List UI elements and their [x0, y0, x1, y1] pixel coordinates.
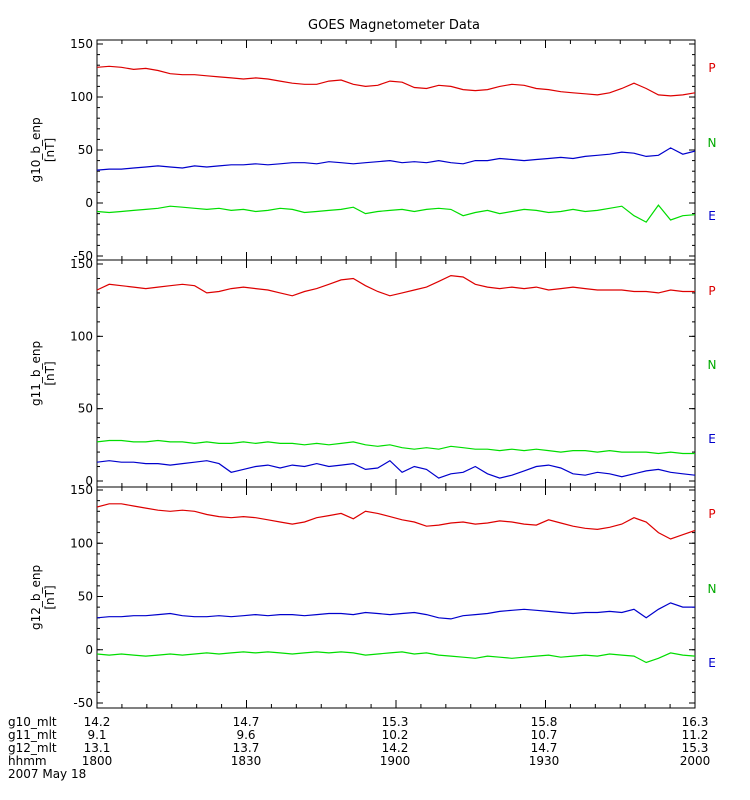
footer-row-label: g10_mlt	[8, 715, 57, 729]
ytick-label: 50	[78, 590, 93, 604]
footer-cell: 14.2	[83, 715, 111, 729]
panel-1-yunits: [nT]	[43, 138, 57, 162]
panel-3-frame	[96, 486, 696, 709]
ytick-label: 100	[70, 329, 93, 343]
panel-3-yunits: [nT]	[43, 585, 57, 609]
ytick-label: 150	[70, 257, 93, 271]
footer-cell: 9.1	[87, 728, 107, 742]
ytick-label: 50	[78, 143, 93, 157]
series-label-p: P	[708, 61, 715, 75]
footer-cell: 11.2	[681, 728, 709, 742]
ytick-label: 0	[85, 474, 93, 488]
footer-cell: 14.2	[381, 741, 409, 755]
footer-cell: 1830	[230, 754, 262, 768]
footer-row-label: g12_mlt	[8, 741, 57, 755]
ytick-label: -50	[73, 696, 93, 710]
series-line-n	[97, 602, 695, 620]
series-label-e: E	[708, 656, 716, 670]
ytick-label: 50	[78, 402, 93, 416]
series-label-p: P	[708, 507, 715, 521]
series-label-n: N	[708, 136, 717, 150]
footer-cell: 15.3	[681, 741, 709, 755]
footer-cell: 15.3	[381, 715, 409, 729]
series-line-p	[97, 274, 695, 297]
series-label-n: N	[708, 358, 717, 372]
panel-2-ylabel: g11_b_enp	[29, 341, 43, 406]
ytick-label: 150	[70, 483, 93, 497]
footer-cell: 15.8	[530, 715, 558, 729]
footer-cell: 1800	[81, 754, 113, 768]
series-label-e: E	[708, 432, 716, 446]
footer-cell: 10.2	[381, 728, 409, 742]
series-line-e	[97, 204, 695, 223]
footer-row-label: g11_mlt	[8, 728, 57, 742]
series-line-p	[97, 503, 695, 540]
ytick-label: 150	[70, 37, 93, 51]
footer-cell: 16.3	[681, 715, 709, 729]
ytick-label: -50	[73, 249, 93, 263]
footer-cell: 13.1	[83, 741, 111, 755]
ytick-label: 0	[85, 196, 93, 210]
panel-1-frame	[96, 39, 696, 261]
footer-cell: 1930	[528, 754, 560, 768]
footer-cell: 13.7	[232, 741, 260, 755]
footer-cell: 10.7	[530, 728, 558, 742]
series-label-p: P	[708, 284, 715, 298]
footer-cell: 14.7	[232, 715, 260, 729]
ytick-label: 0	[85, 643, 93, 657]
series-line-p	[97, 65, 695, 97]
footer-cell: 14.7	[530, 741, 558, 755]
chart-title: GOES Magnetometer Data	[308, 18, 480, 33]
footer-cell: 1900	[379, 754, 411, 768]
series-label-e: E	[708, 209, 716, 223]
series-line-n	[97, 147, 695, 171]
footer-row-label: hhmm	[8, 754, 47, 768]
ytick-label: 100	[70, 90, 93, 104]
series-label-n: N	[708, 582, 717, 596]
series-line-n	[97, 439, 695, 455]
footer-cell: 2000	[679, 754, 711, 768]
panel-2-yunits: [nT]	[43, 361, 57, 385]
panel-1-ylabel: g10_b_enp	[29, 117, 43, 182]
footer-date: 2007 May 18	[8, 767, 87, 781]
series-line-e	[97, 459, 695, 479]
footer-cell: 9.6	[236, 728, 256, 742]
ytick-label: 100	[70, 536, 93, 550]
panel-3-ylabel: g12_b_enp	[29, 565, 43, 630]
series-line-e	[97, 651, 695, 664]
